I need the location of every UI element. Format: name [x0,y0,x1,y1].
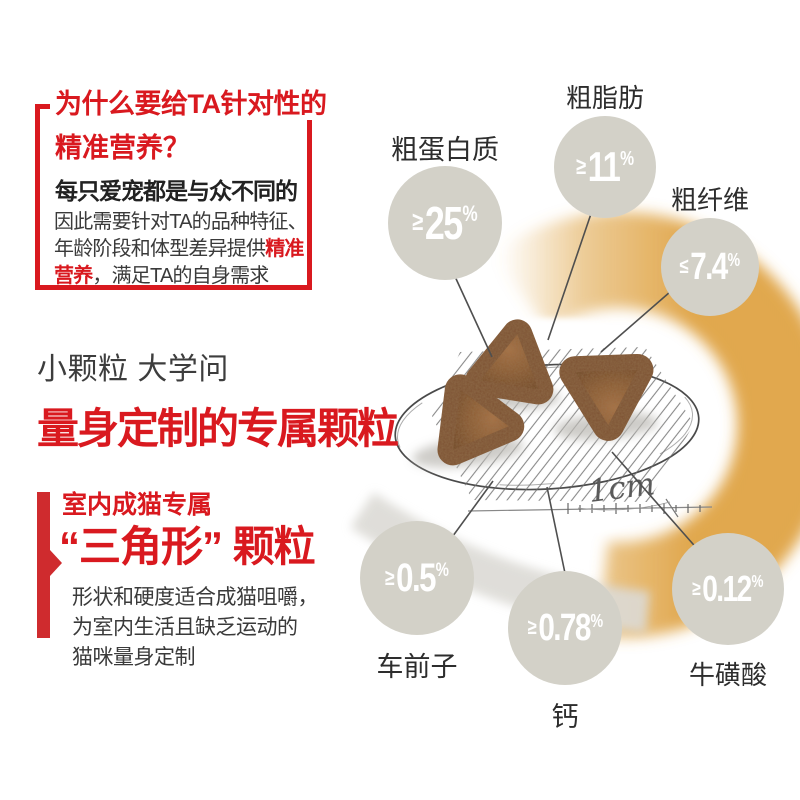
feature-body-line2: 为室内生活且缺乏运动的 [72,616,298,639]
nutrient-fat-bubble: ≥11% [554,116,656,218]
kibble-photo [437,319,654,466]
nutrient-calcium: ≥0.78% 钙 [508,571,622,732]
nutrient-plantago: ≥0.5% 车前子 [360,521,474,682]
feature-body: 形状和硬度适合成猫咀嚼， 为室内生活且缺乏运动的 猫咪量身定制 [72,583,319,673]
nutrient-fiber: 粗纤维 ≤7.4% [661,185,759,316]
scale-ruler [467,498,713,518]
box-subtitle: 每只爱宠都是与众不同的 [55,178,298,204]
box-title-line2: 精准营养？ [55,133,190,163]
scale-label: 1cm [587,466,657,510]
why-precise-nutrition-box: 为什么要给TA针对性的 精准营养？ 每只爱宠都是与众不同的 因此需要针对TA的品… [35,89,332,290]
box-body-line2: 年龄阶段和体型差异提供精准 [54,238,304,260]
headline-block: 小颗粒 大学问 量身定制的专属颗粒 [37,344,399,456]
feature-body-line3: 猫咪量身定制 [72,646,196,669]
nutrient-taurine: ≥0.12% 牛磺酸 [672,533,784,690]
headline-title: 量身定制的专属颗粒 [37,405,399,452]
connector-lines [449,204,701,579]
nutrient-fat-label: 粗脂肪 [565,83,644,113]
nutrient-taurine-bubble: ≥0.12% [672,533,784,645]
box-body: 因此需要针对TA的品种特征、 年龄阶段和体型差异提供精准 营养，满足TA的自身需… [54,209,308,290]
nutrient-protein-label: 粗蛋白质 [391,135,499,165]
box-title-line1: 为什么要给TA针对性的 [50,89,332,121]
nutrient-fat: 粗脂肪 ≥11% [554,83,656,218]
feature-tag: 室内成猫专属 [62,491,213,519]
red-bar-arrow [37,492,62,638]
nutrient-fiber-label: 粗纤维 [670,185,749,215]
nutrient-protein: 粗蛋白质 ≥25% [388,135,502,280]
nutrient-calcium-bubble: ≥0.78% [508,571,622,685]
nutrient-calcium-label: 钙 [551,702,579,732]
nutrient-taurine-label: 牛磺酸 [688,660,767,690]
nutrient-fiber-bubble: ≤7.4% [661,218,759,316]
triangle-kibble-feature: 室内成猫专属 “三角形” 颗粒 形状和硬度适合成猫咀嚼， 为室内生活且缺乏运动的… [37,490,319,673]
box-body-line3: 营养，满足TA的自身需求 [54,265,269,287]
headline-kicker: 小颗粒 大学问 [37,353,229,386]
feature-body-line1: 形状和硬度适合成猫咀嚼， [72,586,319,609]
nutrient-plantago-bubble: ≥0.5% [360,521,474,635]
feature-title: “三角形” 颗粒 [59,523,316,570]
nutrient-plantago-label: 车前子 [376,652,458,682]
nutrient-protein-bubble: ≥25% [388,166,502,280]
box-body-line1: 因此需要针对TA的品种特征、 [54,211,308,233]
